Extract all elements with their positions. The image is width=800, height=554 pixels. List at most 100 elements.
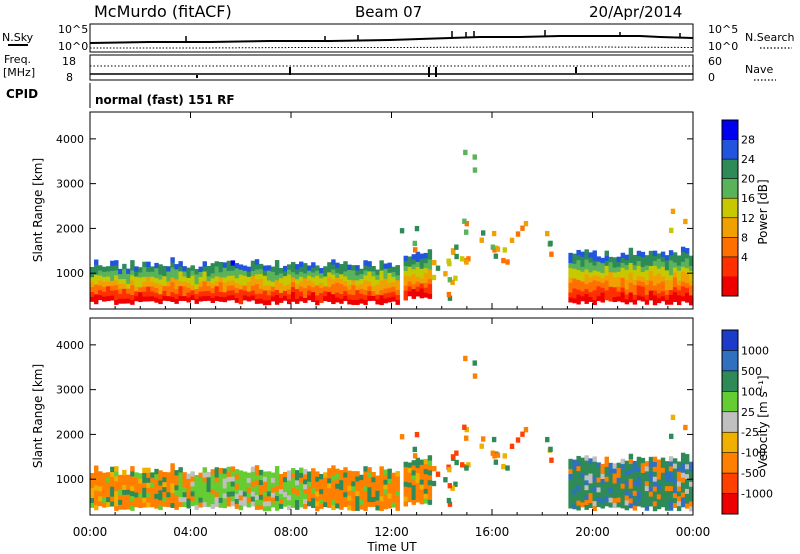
data-cell (427, 499, 433, 505)
data-cell (158, 293, 163, 300)
data-cell (114, 505, 119, 511)
data-cell (166, 266, 171, 272)
data-cell (319, 268, 324, 274)
data-cell (142, 467, 147, 474)
data-cell (158, 494, 163, 501)
data-cell (592, 471, 597, 477)
data-cell (278, 267, 284, 274)
data-cell (190, 285, 195, 291)
data-cell (226, 471, 232, 478)
data-cell (676, 255, 682, 261)
data-cell (146, 472, 151, 478)
data-cell (668, 299, 674, 305)
data-cell (644, 260, 650, 266)
data-cell (327, 276, 332, 283)
data-cell (580, 497, 585, 503)
data-cell (295, 494, 300, 501)
data-cell (206, 280, 211, 287)
data-cell (254, 494, 260, 501)
data-cell (411, 474, 417, 481)
data-cell (110, 260, 115, 267)
data-cell (632, 284, 638, 290)
data-cell (126, 273, 131, 279)
data-cell (295, 475, 300, 481)
data-cell (407, 492, 412, 498)
data-cell (162, 295, 167, 301)
power-data (90, 149, 694, 306)
data-cell (624, 294, 630, 300)
data-cell (652, 280, 658, 286)
data-cell (355, 495, 360, 502)
data-cell (576, 284, 581, 290)
data-cell (660, 492, 666, 498)
data-cell (423, 458, 429, 465)
data-cell (363, 270, 368, 276)
data-cell (286, 279, 292, 285)
data-cell (114, 260, 119, 266)
data-cell (608, 482, 613, 488)
data-cell (130, 289, 135, 296)
data-cell (423, 257, 429, 264)
data-cell (206, 501, 211, 507)
data-cell (612, 497, 618, 504)
data-cell (355, 471, 360, 477)
data-cell (274, 505, 280, 511)
data-cell (238, 499, 244, 506)
data-cell (640, 467, 646, 474)
colorbar-swatch (722, 350, 738, 372)
data-cell (640, 482, 646, 488)
data-cell (371, 476, 376, 483)
data-cell (347, 470, 352, 476)
data-cell (347, 289, 352, 295)
data-cell (588, 276, 593, 283)
data-cell (307, 486, 312, 492)
data-cell (206, 285, 211, 292)
x-tick-label: 12:00 (374, 525, 409, 539)
data-cell (114, 270, 119, 276)
data-cell (250, 491, 256, 497)
data-cell (262, 471, 268, 477)
data-cell (407, 266, 412, 272)
data-cell (94, 298, 99, 305)
data-cell (592, 289, 597, 296)
data-cell (230, 471, 236, 477)
data-cell (640, 286, 646, 292)
data-cell (134, 472, 139, 478)
data-cell (347, 475, 352, 481)
colorbar-frame (721, 329, 739, 515)
data-cell (126, 298, 131, 304)
data-cell (371, 285, 376, 292)
data-cell (339, 474, 344, 481)
data-cell (664, 485, 670, 492)
data-cell (596, 281, 601, 287)
data-cell (166, 271, 171, 277)
data-cell (640, 271, 646, 277)
data-cell (668, 500, 674, 506)
data-cell (664, 505, 670, 511)
data-cell (664, 284, 670, 291)
data-cell (652, 265, 658, 271)
data-cell (460, 256, 465, 262)
data-cell (303, 292, 308, 298)
data-cell (282, 290, 288, 296)
data-cell (423, 488, 429, 494)
data-cell (254, 259, 260, 265)
data-cell (450, 454, 456, 460)
data-cell (182, 472, 187, 478)
data-cell (395, 294, 400, 300)
data-cell (672, 267, 678, 273)
data-cell (363, 485, 368, 492)
data-cell (568, 498, 573, 504)
data-cell (491, 436, 497, 443)
data-cell (672, 463, 678, 469)
data-cell (680, 472, 686, 478)
data-cell (644, 490, 650, 497)
data-cell (351, 274, 356, 281)
data-cell (222, 473, 228, 479)
data-cell (383, 479, 388, 485)
data-cell (238, 298, 244, 305)
data-cell (608, 477, 613, 483)
data-cell (624, 264, 630, 270)
data-cell (114, 471, 119, 477)
